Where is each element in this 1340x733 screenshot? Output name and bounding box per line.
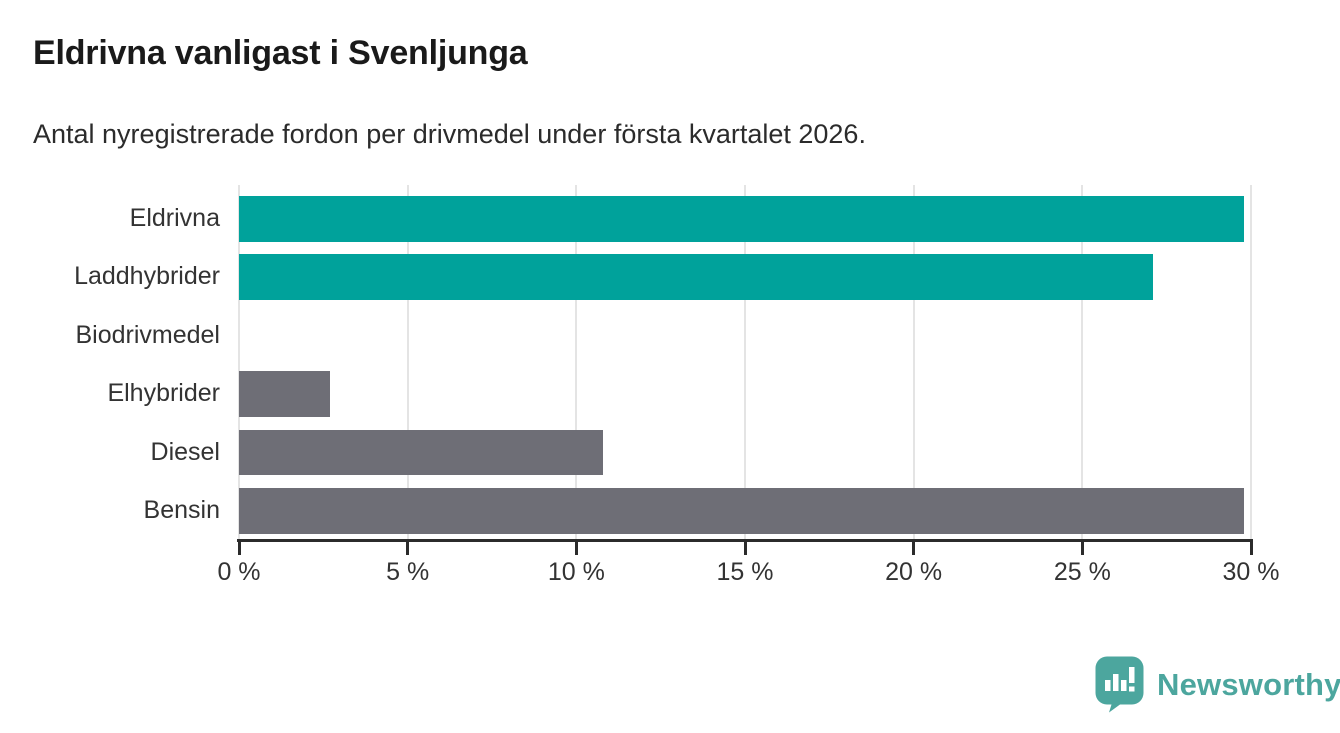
x-axis-tick-15 [743,542,747,555]
x-axis-tick-label-5: 5 % [386,558,430,586]
bar-elhybrider [239,371,331,417]
gridline-0pct [238,185,240,539]
x-axis-tick-5 [406,542,410,555]
x-axis-tick-label-30: 30 % [1222,558,1280,586]
chart-subtitle: Antal nyregistrerade fordon per drivmede… [33,119,866,149]
gridline-10pct [575,185,578,539]
x-axis-tick-0 [237,542,241,555]
gridline-15pct [744,185,746,539]
category-label-eldrivna: Eldrivna [129,204,220,232]
category-label-elhybrider: Elhybrider [107,379,220,408]
x-axis-tick-label-25: 25 % [1053,558,1111,586]
x-axis-tick-30 [1249,542,1253,555]
x-axis-tick-label-10: 10 % [547,558,605,586]
category-label-laddhybrider: Laddhybrider [74,262,220,291]
gridline-30pct [1250,185,1252,539]
newsworthy-logo: Newsworthy [1095,656,1340,713]
x-axis-line [237,539,1253,542]
x-axis-tick-25 [1080,542,1084,555]
x-axis-tick-label-0: 0 % [217,558,261,586]
gridline-5pct [406,185,409,539]
bar-diesel [239,429,604,476]
bar-bensin [239,488,1245,534]
category-label-biodrivmedel: Biodrivmedel [75,320,220,349]
chart-title: Eldrivna vanligast i Svenljunga [33,34,528,72]
bar-laddhybrider [239,254,1154,300]
x-axis-tick-10 [574,542,578,555]
category-label-diesel: Diesel [150,437,220,466]
newsworthy-logo-icon [1095,656,1144,713]
category-label-bensin: Bensin [143,496,220,525]
x-axis-tick-label-15: 15 % [716,558,774,586]
gridline-25pct [1081,185,1084,539]
gridline-20pct [912,185,915,539]
newsworthy-logo-text: Newsworthy [1157,666,1340,702]
x-axis-tick-label-20: 20 % [885,558,943,586]
x-axis-tick-20 [912,542,916,555]
bar-eldrivna [239,196,1245,242]
